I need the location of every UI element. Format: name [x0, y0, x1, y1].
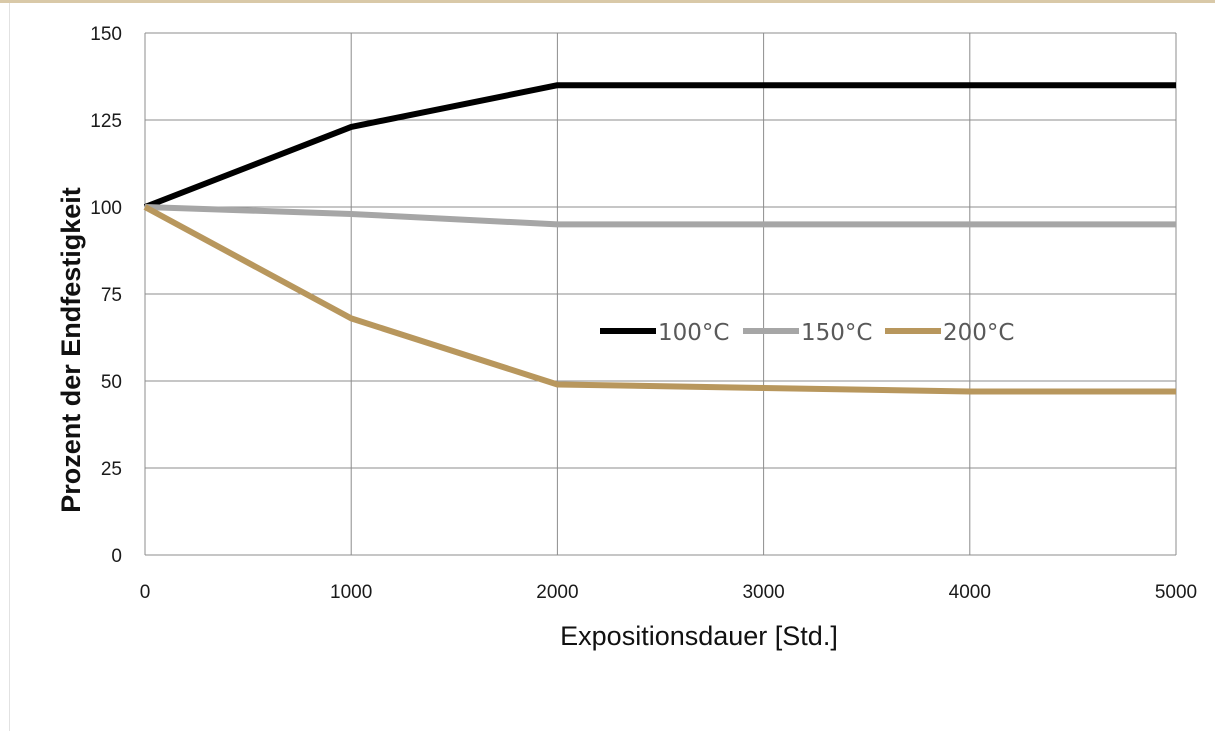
legend-label-2: 200°C	[943, 320, 1014, 346]
legend-label-1: 150°C	[801, 320, 872, 346]
x-tick-label: 5000	[1155, 582, 1197, 603]
series-line-1	[144, 204, 1176, 228]
x-axis-title: Expositionsdauer [Std.]	[560, 621, 838, 651]
series-group	[143, 82, 1176, 395]
y-tick-label: 75	[101, 285, 122, 306]
legend: 100°C 150°C 200°C	[600, 320, 1014, 346]
y-tick-label: 25	[101, 459, 122, 480]
y-tick-label: 100	[90, 198, 122, 219]
series-line-0	[143, 82, 1176, 210]
legend-label-0: 100°C	[658, 320, 729, 346]
x-tick-label: 1000	[330, 582, 372, 603]
y-tick-label: 50	[101, 372, 122, 393]
x-tick-labels: 0 1000 2000 3000 4000 5000	[140, 582, 1197, 603]
y-axis-title: Prozent der Endfestigkeit	[56, 187, 86, 513]
x-tick-label: 2000	[536, 582, 578, 603]
x-tick-label: 4000	[949, 582, 991, 603]
y-tick-label: 0	[111, 546, 122, 567]
y-tick-labels: 0 25 50 75 100 125 150	[90, 24, 122, 567]
window-left-border	[9, 3, 10, 731]
window-top-border	[0, 0, 1215, 3]
series-line-2	[143, 204, 1176, 395]
x-tick-label: 0	[140, 582, 151, 603]
x-tick-label: 3000	[742, 582, 784, 603]
y-tick-label: 125	[90, 111, 122, 132]
grid	[144, 32, 1177, 556]
y-tick-label: 150	[90, 24, 122, 45]
